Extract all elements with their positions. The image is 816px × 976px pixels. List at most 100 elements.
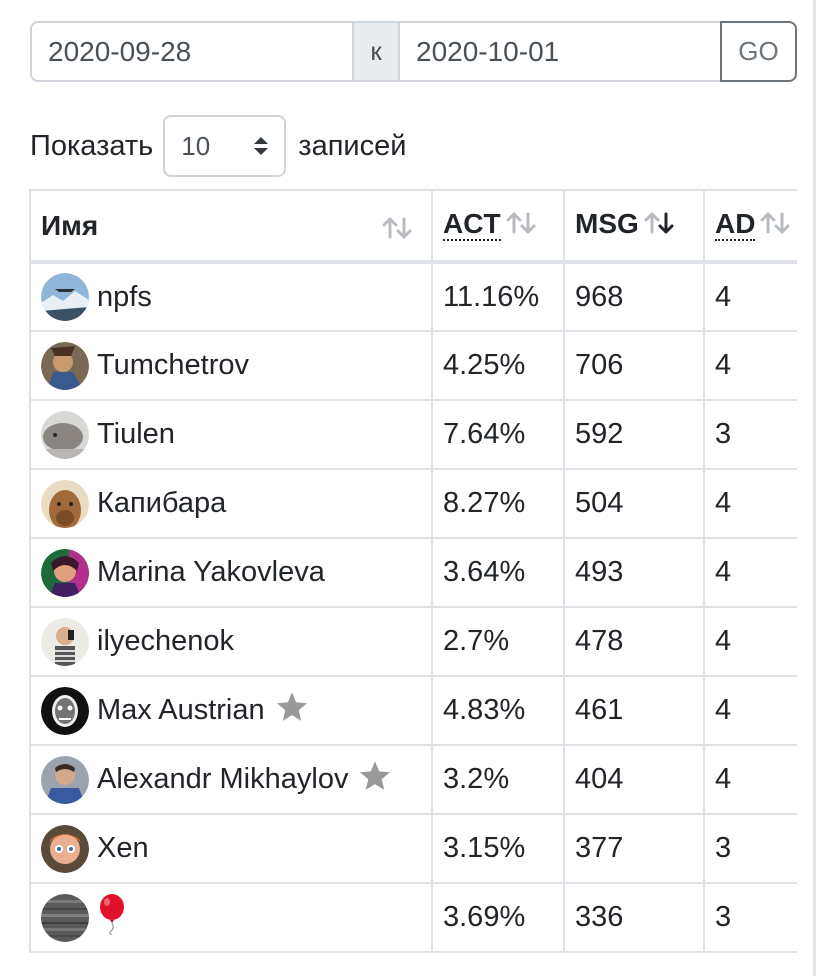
sort-both-icon [381, 215, 413, 248]
page-length-prefix: Показать [30, 129, 154, 162]
cell-ad: 4 [703, 675, 797, 746]
user-cell: npfs [41, 273, 421, 321]
table-row: Tiulen 7.64% 592 3 [29, 399, 797, 470]
select-arrows-icon [254, 137, 269, 155]
go-button[interactable]: GO [720, 21, 797, 82]
cell-ad: 4 [703, 261, 797, 332]
cell-act: 3.2% [431, 744, 565, 815]
cell-msg: 336 [563, 882, 705, 953]
page-length-value: 10 [181, 130, 211, 161]
cell-name: Alexandr Mikhaylov [29, 744, 433, 815]
user-name: Xen [97, 832, 149, 864]
date-range: к GO [30, 21, 797, 82]
page-length-select[interactable]: 10 [163, 115, 287, 177]
column-header-label: ACT [443, 208, 501, 242]
cell-act: 4.25% [431, 330, 565, 401]
user-cell: ilyechenok [41, 617, 421, 666]
cell-name: Tumchetrov [29, 330, 433, 401]
cell-name: npfs [29, 261, 433, 332]
cell-name: ilyechenok [29, 606, 433, 677]
cell-msg: 377 [563, 813, 705, 884]
table-row: 3.69% 336 3 [29, 882, 797, 953]
cell-msg: 478 [563, 606, 705, 677]
table-row: Alexandr Mikhaylov 3.2% 404 4 [29, 744, 797, 815]
column-header-ad[interactable]: AD [703, 189, 797, 264]
user-cell: Alexandr Mikhaylov [41, 755, 421, 804]
sort-both-icon [759, 210, 791, 243]
table-row: Marina Yakovleva 3.64% 493 4 [29, 537, 797, 608]
date-from-input[interactable] [30, 21, 352, 82]
column-header-act[interactable]: ACT [431, 189, 565, 264]
stats-table: Имя ACT MSG AD npfs 11.16% 968 4 Tumchetrov 4… [29, 189, 797, 953]
cell-msg: 706 [563, 330, 705, 401]
cell-act: 2.7% [431, 606, 565, 677]
star-icon [358, 760, 392, 800]
cell-msg: 461 [563, 675, 705, 746]
cell-msg: 493 [563, 537, 705, 608]
user-cell: Xen [41, 824, 421, 873]
cell-ad: 3 [703, 813, 797, 884]
cell-name: Tiulen [29, 399, 433, 470]
sort-desc-icon [643, 210, 675, 243]
scrollbar-edge [813, 0, 816, 976]
avatar [41, 686, 89, 735]
table-row: npfs 11.16% 968 4 [29, 261, 797, 332]
avatar [41, 893, 89, 942]
cell-ad: 4 [703, 468, 797, 539]
user-name: Marina Yakovleva [97, 556, 325, 588]
cell-msg: 592 [563, 399, 705, 470]
cell-ad: 3 [703, 399, 797, 470]
cell-act: 3.64% [431, 537, 565, 608]
cell-name: Капибара [29, 468, 433, 539]
table-header-row: Имя ACT MSG AD [29, 189, 797, 264]
cell-name [29, 882, 433, 953]
user-cell: Marina Yakovleva [41, 548, 421, 597]
column-header-label: MSG [575, 208, 639, 240]
user-cell: Tumchetrov [41, 341, 421, 390]
cell-msg: 504 [563, 468, 705, 539]
cell-name: Max Austrian [29, 675, 433, 746]
table-row: Капибара 8.27% 504 4 [29, 468, 797, 539]
date-to-input[interactable] [400, 21, 720, 82]
user-name: npfs [97, 280, 152, 313]
cell-act: 7.64% [431, 399, 565, 470]
table-row: Tumchetrov 4.25% 706 4 [29, 330, 797, 401]
user-name: ilyechenok [97, 625, 235, 657]
cell-name: Marina Yakovleva [29, 537, 433, 608]
table-body: npfs 11.16% 968 4 Tumchetrov 4.25% 706 4 Tiulen 7… [29, 261, 797, 953]
balloon-icon [97, 893, 127, 943]
cell-act: 3.69% [431, 882, 565, 953]
date-range-separator: к [352, 21, 400, 82]
cell-ad: 3 [703, 882, 797, 953]
avatar [41, 273, 89, 321]
avatar [41, 617, 89, 666]
cell-ad: 4 [703, 606, 797, 677]
user-name: Tiulen [97, 418, 175, 450]
column-header-msg[interactable]: MSG [563, 189, 705, 264]
user-cell: Капибара [41, 479, 421, 528]
cell-act: 11.16% [431, 261, 565, 332]
user-cell: Tiulen [41, 410, 421, 459]
cell-act: 8.27% [431, 468, 565, 539]
page-length-control: Показать 10 записей [30, 115, 406, 177]
cell-act: 3.15% [431, 813, 565, 884]
user-name: Max Austrian [97, 694, 265, 726]
table-row: ilyechenok 2.7% 478 4 [29, 606, 797, 677]
user-name: Alexandr Mikhaylov [97, 763, 349, 795]
cell-name: Xen [29, 813, 433, 884]
user-cell: Max Austrian [41, 686, 421, 735]
cell-msg: 404 [563, 744, 705, 815]
user-name: Tumchetrov [97, 349, 250, 381]
avatar [41, 410, 89, 459]
cell-ad: 4 [703, 330, 797, 401]
sort-both-icon [505, 210, 537, 243]
avatar [41, 341, 89, 390]
user-name: Капибара [97, 487, 227, 519]
avatar [41, 479, 89, 528]
stats-table-container[interactable]: Имя ACT MSG AD npfs 11.16% 968 4 Tumchetrov 4… [29, 189, 797, 955]
column-header-label: AD [715, 208, 756, 242]
column-header-name[interactable]: Имя [29, 189, 433, 264]
user-cell [41, 893, 421, 943]
cell-ad: 4 [703, 537, 797, 608]
cell-act: 4.83% [431, 675, 565, 746]
